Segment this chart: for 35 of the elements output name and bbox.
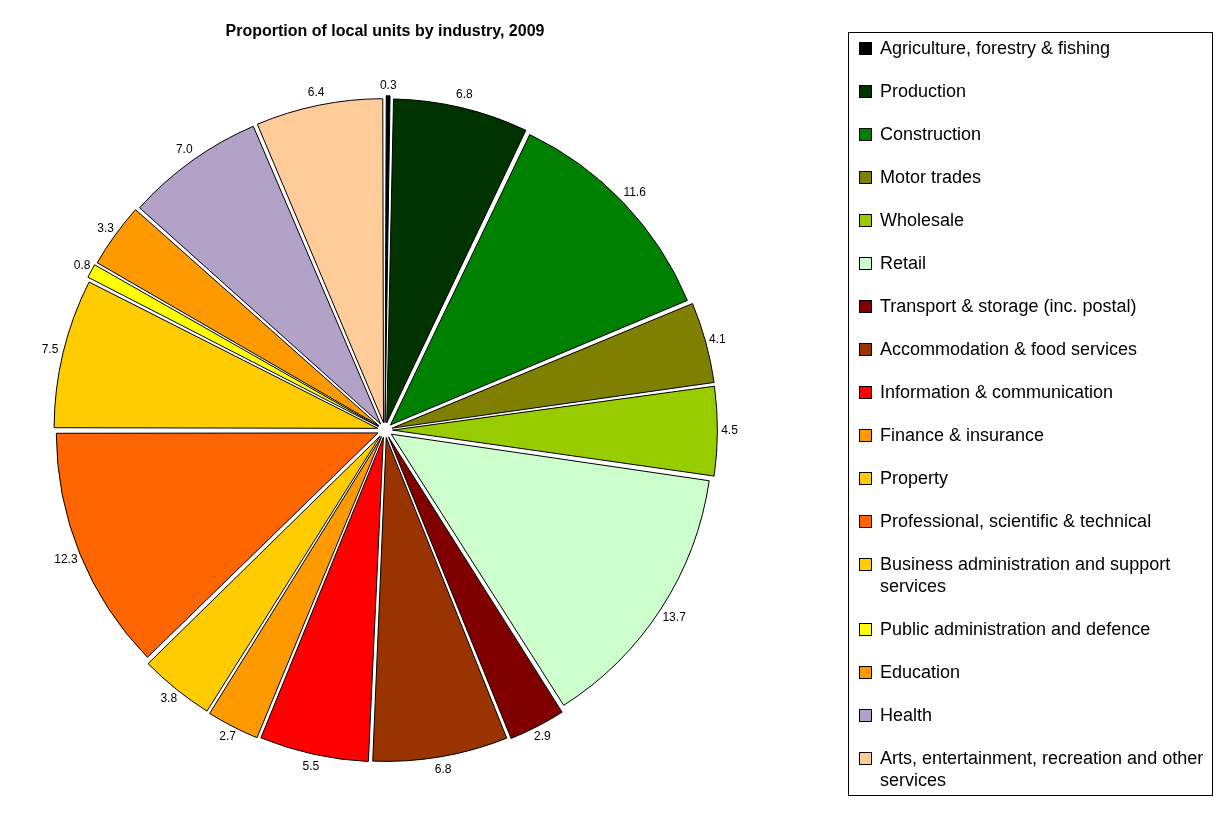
legend-label: Construction [880, 123, 982, 145]
data-label: 6.4 [307, 84, 325, 99]
data-label: 2.9 [534, 728, 552, 743]
data-label: 3.3 [97, 220, 115, 235]
data-label: 2.7 [219, 728, 237, 743]
data-label: 7.5 [41, 341, 59, 356]
legend-label: Accommodation & food services [880, 338, 1138, 360]
legend-label: Information & communication [880, 381, 1114, 403]
data-label: 6.8 [456, 87, 474, 102]
legend-label: Health [880, 704, 933, 726]
data-label: 0.8 [73, 258, 91, 273]
legend-label: Finance & insurance [880, 424, 1045, 446]
legend-label: Wholesale [880, 209, 965, 231]
legend-label: Motor trades [880, 166, 982, 188]
data-label: 7.0 [175, 142, 193, 157]
data-label: 12.3 [54, 552, 78, 567]
chart-title: Proportion of local units by industry, 2009 [225, 22, 545, 40]
data-label: 4.1 [708, 331, 726, 346]
legend-label: Business administration and support services [880, 553, 1172, 597]
data-label: 5.5 [302, 758, 320, 773]
data-label: 13.7 [662, 609, 687, 624]
data-label: 11.6 [623, 185, 647, 200]
legend-label: Education [880, 661, 961, 683]
data-label: 0.3 [379, 77, 397, 92]
legend-label: Professional, scientific & technical [880, 510, 1152, 532]
legend-label: Public administration and defence [880, 618, 1151, 640]
legend-label: Production [880, 80, 967, 102]
legend-label: Retail [880, 252, 927, 274]
data-label: 4.5 [721, 423, 739, 438]
legend-label: Agriculture, forestry & fishing [880, 37, 1111, 59]
legend-label: Arts, entertainment, recreation and other services [880, 747, 1205, 791]
data-label: 3.8 [160, 690, 178, 705]
data-label: 6.8 [434, 761, 452, 776]
legend-label: Transport & storage (inc. postal) [880, 295, 1137, 317]
legend-label: Property [880, 467, 949, 489]
